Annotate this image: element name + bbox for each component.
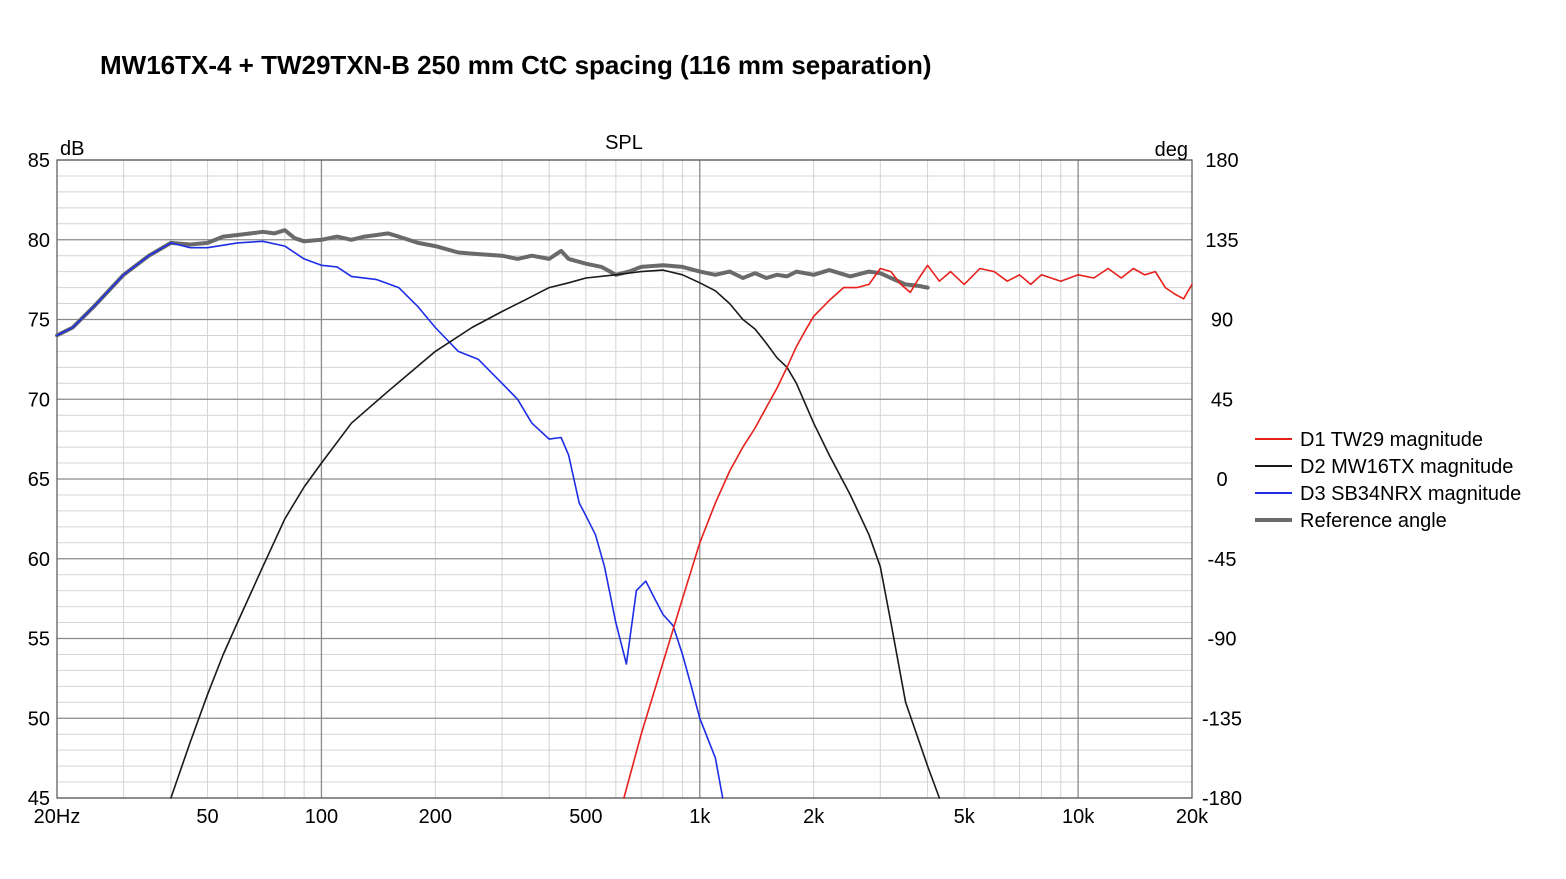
series-layer xyxy=(55,228,1193,799)
tick-labels: 20Hz 50 100 200 500 1k 2k 5k 10k 20k8580757065605… xyxy=(28,150,1242,828)
y2-tick-label: 135 xyxy=(1205,230,1238,252)
x-tick-label: 1k xyxy=(689,806,711,828)
y2-tick-label: 0 xyxy=(1216,469,1227,491)
y-tick-label: 45 xyxy=(28,788,50,810)
legend-label: D2 MW16TX magnitude xyxy=(1300,456,1513,478)
legend-label: D3 SB34NRX magnitude xyxy=(1300,483,1521,505)
legend: D1 TW29 magnitude D2 MW16TX magnitude D3 S… xyxy=(1255,429,1521,532)
legend-label: Reference angle xyxy=(1300,510,1447,532)
y2-tick-label: -180 xyxy=(1202,788,1242,810)
x-tick-label: 500 xyxy=(569,806,602,828)
x-tick-label: 100 xyxy=(305,806,338,828)
x-tick-label: 2k xyxy=(803,806,825,828)
legend-label: D1 TW29 magnitude xyxy=(1300,429,1483,451)
x-tick-label: 50 xyxy=(196,806,218,828)
y2-axis-label: deg xyxy=(1155,139,1188,161)
y-tick-label: 50 xyxy=(28,708,50,730)
y2-tick-label: 45 xyxy=(1211,389,1233,411)
y2-tick-label: 180 xyxy=(1205,150,1238,172)
series-line-sb34nrx xyxy=(56,240,724,799)
series-line-tw29 xyxy=(623,264,1193,799)
x-tick-label: 200 xyxy=(419,806,452,828)
x-tick-label: 5k xyxy=(954,806,976,828)
y2-tick-label: -135 xyxy=(1202,708,1242,730)
y2-tick-label: -90 xyxy=(1208,629,1237,651)
x-tick-label: 20Hz xyxy=(34,806,81,828)
y-tick-label: 70 xyxy=(28,389,50,411)
x-tick-label: 20k xyxy=(1176,806,1209,828)
series-line-reference-angle xyxy=(55,228,930,338)
y2-tick-label: 90 xyxy=(1211,310,1233,332)
y-tick-label: 55 xyxy=(28,629,50,651)
y-tick-label: 60 xyxy=(28,549,50,571)
x-tick-label: 10k xyxy=(1062,806,1095,828)
y-tick-label: 85 xyxy=(28,150,50,172)
y-tick-label: 65 xyxy=(28,469,50,491)
page-title: MW16TX-4 + TW29TXN-B 250 mm CtC spacing … xyxy=(100,50,932,80)
y-tick-label: 80 xyxy=(28,230,50,252)
y2-tick-label: -45 xyxy=(1208,549,1237,571)
y-axis-label: dB xyxy=(60,138,84,160)
series-line-mw16tx xyxy=(170,269,941,799)
y-tick-label: 75 xyxy=(28,310,50,332)
chart-title: SPL xyxy=(605,132,643,154)
